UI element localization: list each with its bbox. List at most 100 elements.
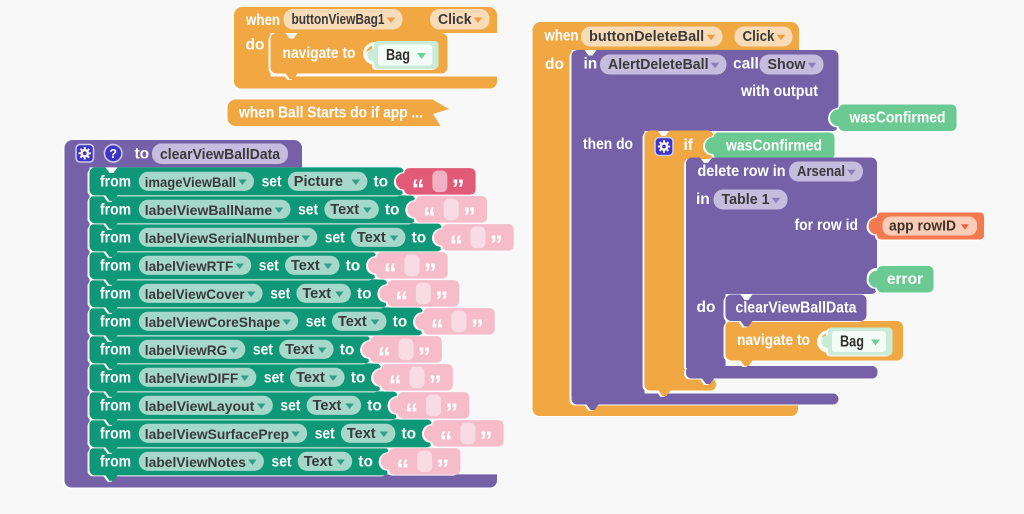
svg-text:”: ” [490,229,503,259]
svg-text:Text: Text [313,398,342,414]
svg-text:Bag: Bag [840,334,864,351]
svg-text:set: set [298,201,318,218]
svg-text:set: set [253,341,273,358]
svg-text:from: from [100,453,131,470]
svg-text:set: set [270,285,290,302]
svg-text:”: ” [452,173,465,203]
svg-text:Text: Text [302,286,331,302]
svg-text:buttonDeleteBall: buttonDeleteBall [589,29,704,45]
svg-text:imageViewBall: imageViewBall [145,174,236,190]
svg-text:delete row in: delete row in [698,163,786,180]
svg-text:Picture: Picture [294,174,343,190]
svg-text:do: do [545,56,564,73]
svg-text:when: when [544,28,579,45]
svg-text:“: “ [384,257,397,287]
svg-text:for row id: for row id [795,217,859,234]
svg-text:set: set [306,313,326,330]
svg-text:“: “ [412,173,425,203]
svg-text:navigate to: navigate to [283,45,356,62]
svg-text:?: ? [109,147,117,161]
svg-text:set: set [325,229,345,246]
svg-text:Bag: Bag [386,47,410,64]
svg-text:to: to [357,285,372,302]
svg-text:“: “ [395,285,408,315]
svg-text:set: set [262,173,282,190]
svg-text:in: in [584,56,598,73]
svg-text:if: if [684,137,694,154]
svg-text:Show: Show [768,57,807,73]
svg-text:to: to [340,341,355,358]
svg-text:from: from [100,201,131,218]
svg-text:Click: Click [743,29,776,45]
svg-text:from: from [100,229,131,246]
svg-text:set: set [264,369,284,386]
svg-text:call: call [733,56,759,73]
svg-text:Text: Text [296,370,325,386]
svg-text:set: set [259,257,279,274]
svg-text:Click: Click [438,12,472,28]
svg-text:Text: Text [304,454,333,470]
svg-text:to: to [402,425,417,442]
svg-text:to: to [367,397,382,414]
svg-text:”: ” [463,201,476,231]
svg-text:”: ” [435,285,448,315]
svg-text:labelViewBallName: labelViewBallName [145,202,273,218]
svg-text:”: ” [429,369,442,399]
svg-text:to: to [351,369,366,386]
svg-text:Table 1: Table 1 [722,192,770,208]
svg-text:clearViewBallData: clearViewBallData [160,146,281,163]
svg-text:labelViewLayout: labelViewLayout [145,398,255,414]
svg-text:labelViewCover: labelViewCover [145,286,245,302]
svg-text:Text: Text [357,230,386,246]
svg-text:Text: Text [291,258,320,274]
svg-text:labelViewRTF: labelViewRTF [145,258,234,274]
svg-text:from: from [100,369,131,386]
svg-text:Text: Text [338,314,367,330]
svg-text:when: when [245,12,280,29]
svg-text:“: “ [396,453,409,483]
svg-text:then do: then do [583,136,633,153]
svg-text:buttonViewBag1: buttonViewBag1 [292,12,385,28]
svg-text:labelViewCoreShape: labelViewCoreShape [145,314,281,330]
svg-text:“: “ [389,369,402,399]
svg-text:to: to [358,453,373,470]
svg-text:AlertDeleteBall: AlertDeleteBall [608,57,709,73]
svg-text:labelViewSerialNumber: labelViewSerialNumber [145,230,300,246]
svg-text:set: set [280,397,300,414]
svg-text:“: “ [440,425,453,455]
svg-text:“: “ [405,397,418,427]
svg-text:“: “ [450,229,463,259]
svg-text:Text: Text [330,202,359,218]
svg-text:from: from [100,257,131,274]
svg-text:Text: Text [285,342,314,358]
svg-text:”: ” [418,341,431,371]
svg-text:labelViewDIFF: labelViewDIFF [145,370,239,386]
svg-text:labelViewNotes: labelViewNotes [145,454,246,470]
svg-text:“: “ [423,201,436,231]
svg-text:clearViewBallData: clearViewBallData [736,300,857,317]
svg-text:labelViewRG: labelViewRG [145,342,228,358]
svg-text:wasConfirmed: wasConfirmed [725,138,822,155]
svg-text:to: to [412,229,427,246]
svg-text:”: ” [480,425,493,455]
svg-text:do: do [246,37,265,54]
svg-text:to: to [385,201,400,218]
svg-text:from: from [100,425,131,442]
svg-text:from: from [100,397,131,414]
svg-text:”: ” [445,397,458,427]
svg-text:app rowID: app rowID [889,219,956,235]
svg-text:to: to [393,313,408,330]
svg-text:Arsenal: Arsenal [797,164,845,180]
svg-text:“: “ [378,341,391,371]
svg-text:Text: Text [347,426,376,442]
svg-text:to: to [135,146,150,163]
svg-text:when Ball Starts do if app ...: when Ball Starts do if app ... [238,105,423,122]
svg-text:with output: with output [740,83,818,100]
svg-text:”: ” [471,313,484,343]
svg-text:in: in [696,191,710,208]
svg-text:set: set [315,425,335,442]
svg-text:navigate to: navigate to [737,332,810,349]
svg-text:from: from [100,285,131,302]
svg-text:to: to [346,257,361,274]
svg-text:from: from [100,313,131,330]
